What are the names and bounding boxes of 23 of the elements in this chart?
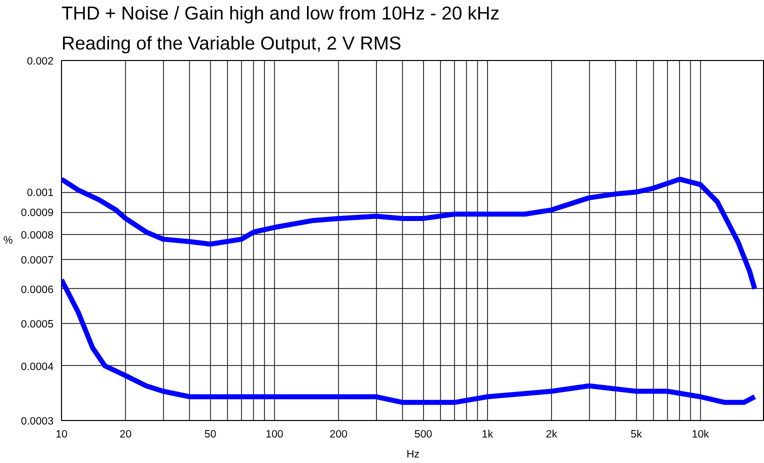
x-tick-label: 500 xyxy=(414,428,432,440)
y-tick-label: 0.002 xyxy=(26,56,54,68)
x-tick-label: 2k xyxy=(546,428,558,440)
y-tick-label: 0.0005 xyxy=(20,318,54,331)
y-tick-label: 0.0004 xyxy=(20,360,54,373)
x-tick-label: 100 xyxy=(266,428,284,440)
y-tick-label: 0.0007 xyxy=(20,254,54,267)
y-tick-label: 0.0008 xyxy=(20,229,54,242)
chart-subtitle: Reading of the Variable Output, 2 V RMS xyxy=(62,32,402,54)
x-tick-label: 20 xyxy=(120,428,132,440)
y-tick-label: 0.001 xyxy=(26,187,54,200)
y-axis-title: % xyxy=(3,234,14,246)
x-tick-label: 5k xyxy=(630,428,643,440)
x-tick-label: 1k xyxy=(482,428,494,440)
x-tick-label: 10 xyxy=(56,428,68,440)
x-tick-label: 200 xyxy=(330,428,348,440)
chart-title: THD + Noise / Gain high and low from 10Hz - 20 kHz xyxy=(62,2,500,24)
x-axis-title: Hz xyxy=(406,448,420,460)
y-tick-label: 0.0003 xyxy=(20,416,54,428)
x-tick-label: 50 xyxy=(204,428,216,440)
y-tick-label: 0.0006 xyxy=(20,284,54,296)
y-tick-label: 0.0009 xyxy=(20,207,54,220)
x-tick-label: 10k xyxy=(692,428,710,440)
